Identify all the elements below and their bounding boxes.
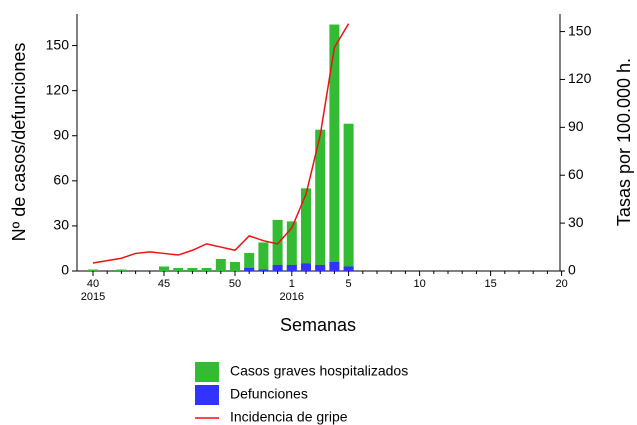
bar	[315, 264, 326, 271]
y2-tick-label: 90	[568, 118, 584, 134]
bar	[343, 123, 354, 272]
x-tick-label: 20	[555, 278, 567, 290]
bar	[173, 267, 184, 271]
legend-label: Defunciones	[230, 386, 308, 402]
bar	[159, 266, 169, 271]
bar	[272, 219, 283, 271]
legend-label: Casos graves hospitalizados	[230, 363, 408, 379]
x-tick-label: 5	[346, 278, 352, 290]
bar	[286, 264, 297, 271]
y-axis-title: Nº de casos/defunciones	[9, 43, 29, 242]
bar	[272, 264, 283, 271]
bar	[343, 266, 354, 271]
y-tick-label: 30	[53, 217, 69, 233]
year-label: 2015	[81, 291, 105, 303]
x-tick-label: 45	[158, 278, 170, 290]
x-tick-label: 50	[229, 278, 241, 290]
y-tick-label: 60	[53, 172, 69, 188]
bar	[329, 24, 340, 272]
y2-tick-label: 60	[568, 166, 584, 182]
bar	[187, 267, 198, 271]
x-tick-label: 40	[87, 278, 99, 290]
bar	[258, 269, 269, 271]
bar	[215, 258, 226, 271]
y2-tick-label: 150	[568, 22, 592, 38]
legend-label: Incidencia de gripe	[230, 409, 348, 425]
y2-tick-label: 30	[568, 214, 584, 230]
bar	[258, 242, 269, 271]
y2-tick-label: 120	[568, 70, 592, 86]
y-tick-label: 0	[61, 262, 69, 278]
line	[92, 23, 350, 264]
y-tick-label: 120	[46, 81, 70, 97]
bar	[116, 269, 127, 271]
bar	[301, 263, 311, 271]
bar	[244, 267, 255, 271]
y-tick-label: 150	[46, 36, 70, 52]
year-label: 2016	[280, 291, 304, 303]
bar	[286, 221, 297, 271]
bar	[230, 261, 240, 271]
bar	[315, 129, 326, 271]
legend-swatch	[195, 385, 219, 405]
bar	[201, 267, 212, 271]
bar	[329, 261, 340, 271]
y2-tick-label: 0	[568, 262, 576, 278]
x-tick-label: 1	[289, 278, 295, 290]
legend-swatch	[195, 362, 219, 382]
x-tick-label: 15	[484, 278, 496, 290]
bar	[88, 269, 98, 271]
x-axis-title: Semanas	[280, 315, 356, 335]
y2-axis-title: Tasas por 100.000 h.	[614, 58, 634, 226]
bar	[244, 252, 255, 271]
x-tick-label: 10	[413, 278, 425, 290]
y-tick-label: 90	[53, 126, 69, 142]
bar	[301, 188, 311, 271]
